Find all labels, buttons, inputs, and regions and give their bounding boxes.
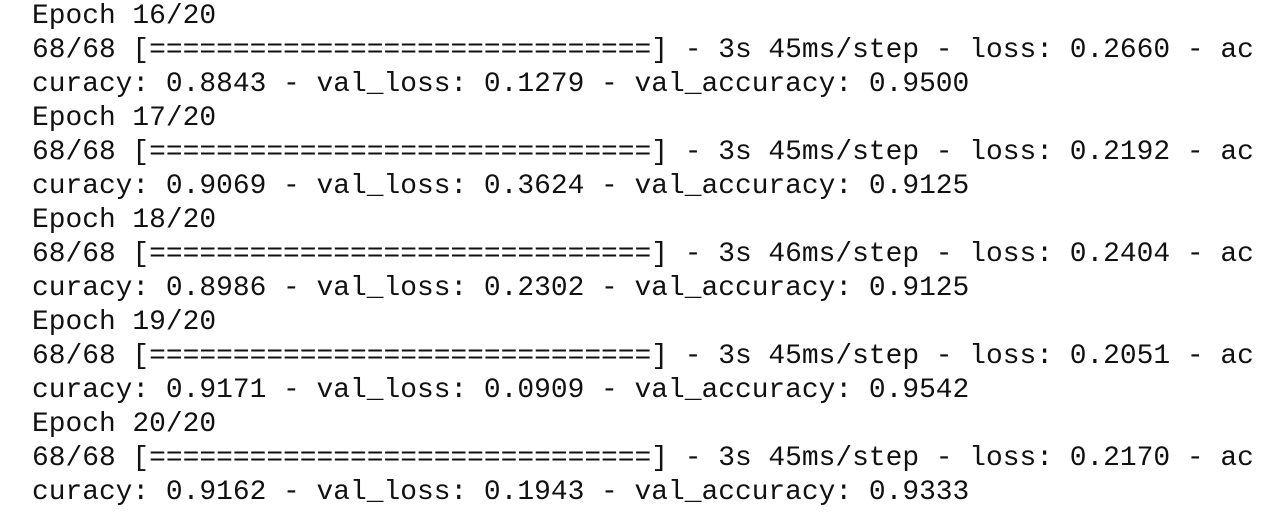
progress-line: 68/68 [==============================] -… [32, 137, 1254, 168]
metrics-line: curacy: 0.9171 - val_loss: 0.0909 - val_… [32, 375, 970, 406]
epoch-header: Epoch 18/20 [32, 205, 217, 236]
progress-line: 68/68 [==============================] -… [32, 35, 1254, 66]
metrics-line: curacy: 0.9162 - val_loss: 0.1943 - val_… [32, 477, 970, 508]
epoch-header: Epoch 19/20 [32, 307, 217, 338]
progress-line: 68/68 [==============================] -… [32, 239, 1254, 270]
epoch-header: Epoch 16/20 [32, 1, 217, 32]
metrics-line: curacy: 0.8986 - val_loss: 0.2302 - val_… [32, 273, 970, 304]
metrics-line: curacy: 0.8843 - val_loss: 0.1279 - val_… [32, 69, 970, 100]
progress-line: 68/68 [==============================] -… [32, 341, 1254, 372]
epoch-header: Epoch 17/20 [32, 103, 217, 134]
epoch-header: Epoch 20/20 [32, 409, 217, 440]
progress-line: 68/68 [==============================] -… [32, 443, 1254, 474]
metrics-line: curacy: 0.9069 - val_loss: 0.3624 - val_… [32, 171, 970, 202]
